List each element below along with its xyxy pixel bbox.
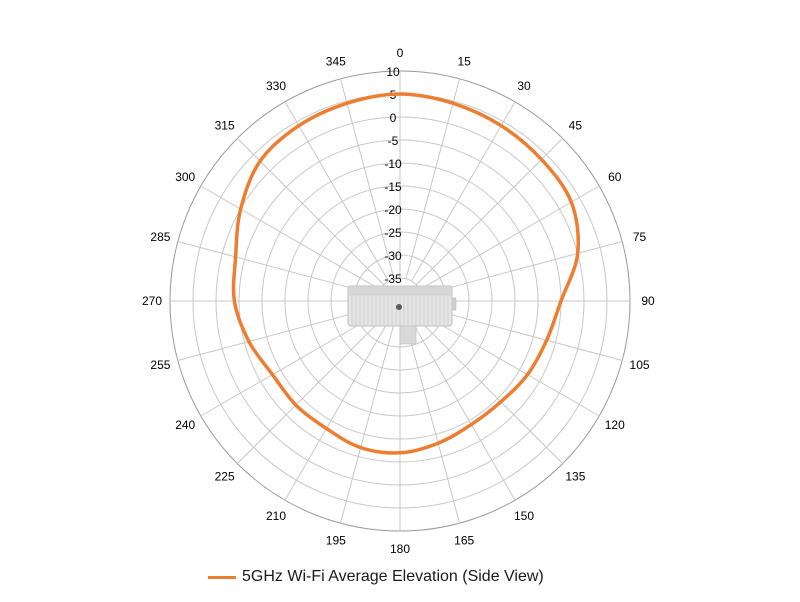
angle-tick-label: 60	[608, 170, 622, 184]
angle-tick-label: 270	[142, 294, 162, 308]
radial-tick-label: 0	[390, 111, 397, 125]
grid-spoke	[405, 323, 461, 524]
angle-tick-label: 300	[175, 170, 195, 184]
grid-spoke	[237, 316, 385, 464]
angle-tick-label: 240	[175, 418, 195, 432]
angle-tick-label: 180	[390, 542, 410, 556]
grid-spoke	[415, 316, 563, 464]
angle-tick-label: 210	[266, 509, 286, 523]
grid-spoke	[339, 78, 395, 279]
radial-tick-label: -30	[384, 249, 402, 263]
radial-tick-label: -20	[384, 203, 402, 217]
radial-tick-label: -5	[388, 134, 399, 148]
grid-spoke	[200, 185, 381, 290]
grid-spoke	[411, 320, 516, 501]
access-point-device	[347, 285, 457, 345]
angle-tick-label: 255	[150, 358, 170, 372]
legend: 5GHz Wi-Fi Average Elevation (Side View)	[208, 568, 544, 586]
grid-spoke	[284, 320, 389, 501]
legend-label: 5GHz Wi-Fi Average Elevation (Side View)	[242, 568, 544, 585]
angle-tick-label: 90	[641, 294, 655, 308]
series-layer	[231, 92, 581, 455]
grid-spoke	[177, 240, 378, 296]
series-line	[231, 92, 581, 455]
angle-tick-label: 45	[569, 119, 583, 133]
angle-tick-label: 15	[458, 54, 472, 68]
radial-tick-label: -10	[384, 157, 402, 171]
angle-tick-labels: 0 15 30 45 60 75 90 105 120 135 150 165 180 195 210 225…	[142, 46, 655, 556]
grid-spoke	[339, 323, 395, 524]
angle-tick-label: 330	[266, 79, 286, 93]
grid-spoke	[422, 306, 623, 362]
angle-tick-label: 105	[630, 358, 650, 372]
grid-spoke	[419, 185, 600, 290]
grid-spoke	[405, 78, 461, 279]
grid-spoke	[411, 101, 516, 282]
grid-spoke	[419, 312, 600, 417]
radial-tick-label: -15	[384, 180, 402, 194]
angle-tick-label: 120	[605, 418, 625, 432]
radial-tick-label: 10	[386, 65, 400, 79]
angle-tick-label: 315	[215, 119, 235, 133]
angle-tick-label: 0	[397, 46, 404, 60]
angle-tick-label: 285	[150, 230, 170, 244]
grid-spoke	[422, 240, 623, 296]
angle-tick-label: 75	[633, 230, 647, 244]
angle-tick-label: 135	[565, 469, 585, 483]
angle-tick-label: 150	[514, 509, 534, 523]
radial-tick-label: -25	[384, 226, 402, 240]
legend-swatch	[208, 575, 236, 579]
angle-tick-label: 345	[326, 54, 346, 68]
grid-spoke	[415, 138, 563, 286]
angle-tick-label: 225	[215, 469, 235, 483]
grid-spoke	[177, 306, 378, 362]
angle-tick-label: 165	[454, 534, 474, 548]
angular-grid-spokes	[170, 71, 630, 531]
angle-tick-label: 30	[517, 79, 531, 93]
grid-spoke	[200, 312, 381, 417]
grid-spoke	[237, 138, 385, 286]
angle-tick-label: 195	[326, 534, 346, 548]
grid-spoke	[284, 101, 389, 282]
radial-tick-label: -35	[384, 272, 402, 286]
